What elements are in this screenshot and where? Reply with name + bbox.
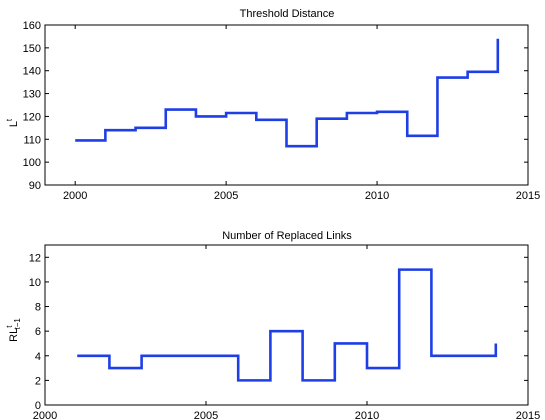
x-tick-label: 2000 [33, 410, 57, 420]
chart-title: Number of Replaced Links [222, 230, 352, 242]
data-series-line [77, 268, 498, 382]
x-tick-label: 2000 [63, 190, 87, 202]
x-tick-label: 2010 [365, 190, 389, 202]
y-tick-label: 0 [35, 400, 41, 412]
y-tick-label: 2 [35, 375, 41, 387]
replaced-links-panel: Number of Replaced Links RLtt−1 2000 2005… [5, 230, 540, 420]
y-axis-label: RLtt−1 [5, 318, 22, 342]
y-tick-label: 90 [29, 180, 41, 192]
y-axis-label: Lt [5, 118, 20, 127]
y-tick-label: 4 [35, 351, 41, 363]
y-tick-label: 8 [35, 302, 41, 314]
y-tick-label: 10 [29, 277, 41, 289]
x-tick-label: 2015 [516, 410, 540, 420]
plot-frame [44, 24, 529, 186]
data-series-line [75, 38, 500, 148]
y-tick-label: 12 [29, 252, 41, 264]
x-tick-label: 2010 [355, 410, 379, 420]
y-tick-label: 6 [35, 326, 41, 338]
y-tick-label: 150 [23, 43, 41, 55]
chart-title: Threshold Distance [240, 8, 335, 20]
y-tick-label: 110 [23, 134, 41, 146]
x-tick-label: 2005 [194, 410, 218, 420]
x-tick-label: 2015 [516, 190, 540, 202]
x-tick-label: 2005 [214, 190, 238, 202]
y-tick-label: 140 [23, 66, 41, 78]
y-tick-label: 130 [23, 89, 41, 101]
y-tick-label: 160 [23, 20, 41, 32]
y-tick-label: 100 [23, 157, 41, 169]
y-tick-label: 120 [23, 111, 41, 123]
threshold-distance-panel: Threshold Distance Lt 2000 2005 2010 2015 90… [5, 8, 540, 202]
plot-frame [44, 244, 529, 406]
